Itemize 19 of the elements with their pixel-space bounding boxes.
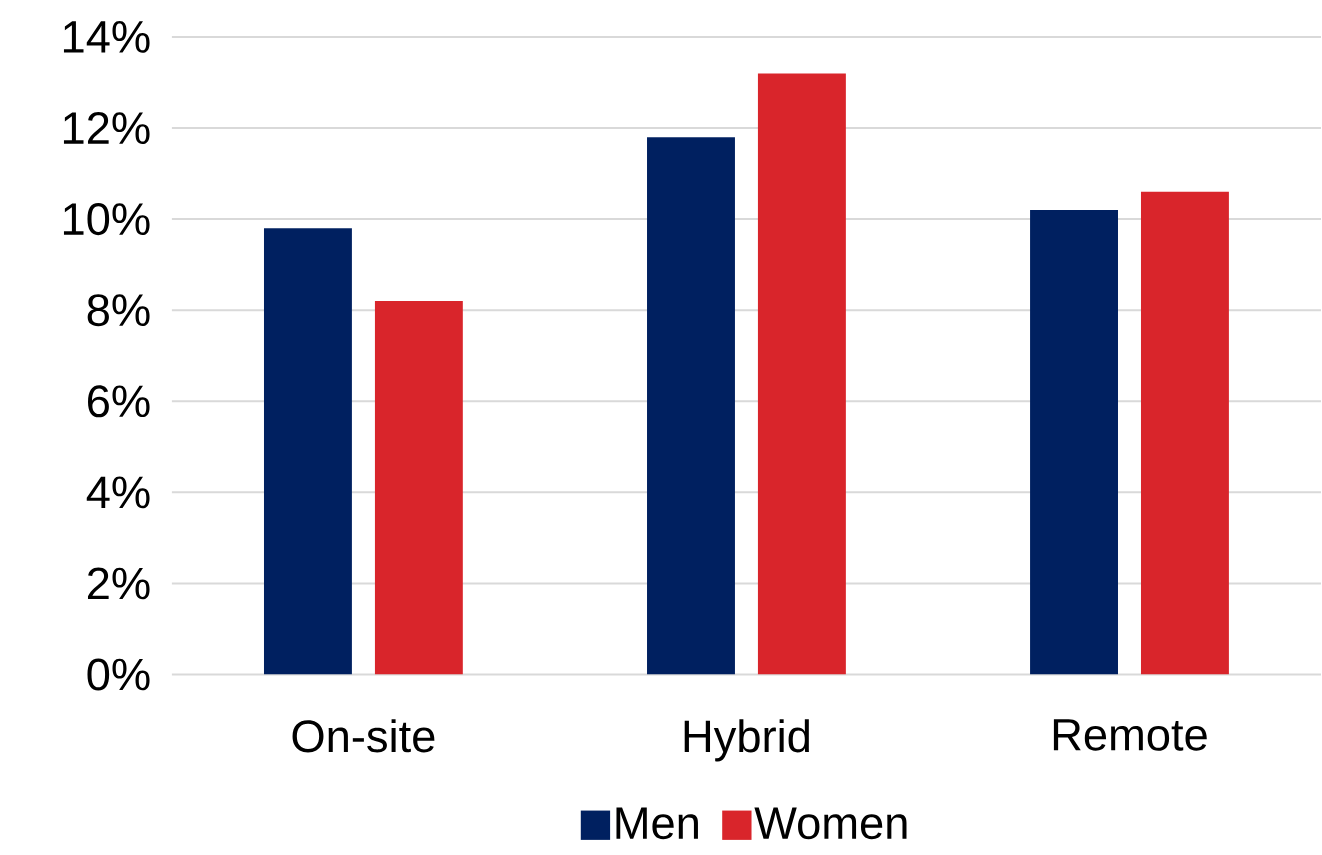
- y-tick-label: 8%: [87, 293, 150, 327]
- legend-label: Women: [754, 807, 907, 840]
- x-tick-label: Hybrid: [684, 718, 809, 762]
- x-tick-label: On-site: [292, 718, 435, 753]
- bar: [647, 136, 735, 675]
- bar: [757, 73, 846, 675]
- bar: [263, 228, 352, 675]
- y-tick-label: 2%: [87, 567, 150, 600]
- y-tick-label: 14%: [63, 20, 150, 53]
- legend-label: Men: [616, 807, 698, 840]
- x-tick-label: Remote: [1053, 718, 1207, 751]
- bar: [1140, 191, 1229, 675]
- y-tick-label: 0%: [87, 658, 150, 691]
- y-tick-label: 10%: [63, 202, 150, 235]
- bar: [374, 300, 463, 675]
- y-tick-label: 12%: [63, 111, 150, 144]
- bar: [1030, 209, 1118, 675]
- y-tick-label: 4%: [86, 476, 150, 509]
- y-tick-label: 6%: [88, 385, 150, 418]
